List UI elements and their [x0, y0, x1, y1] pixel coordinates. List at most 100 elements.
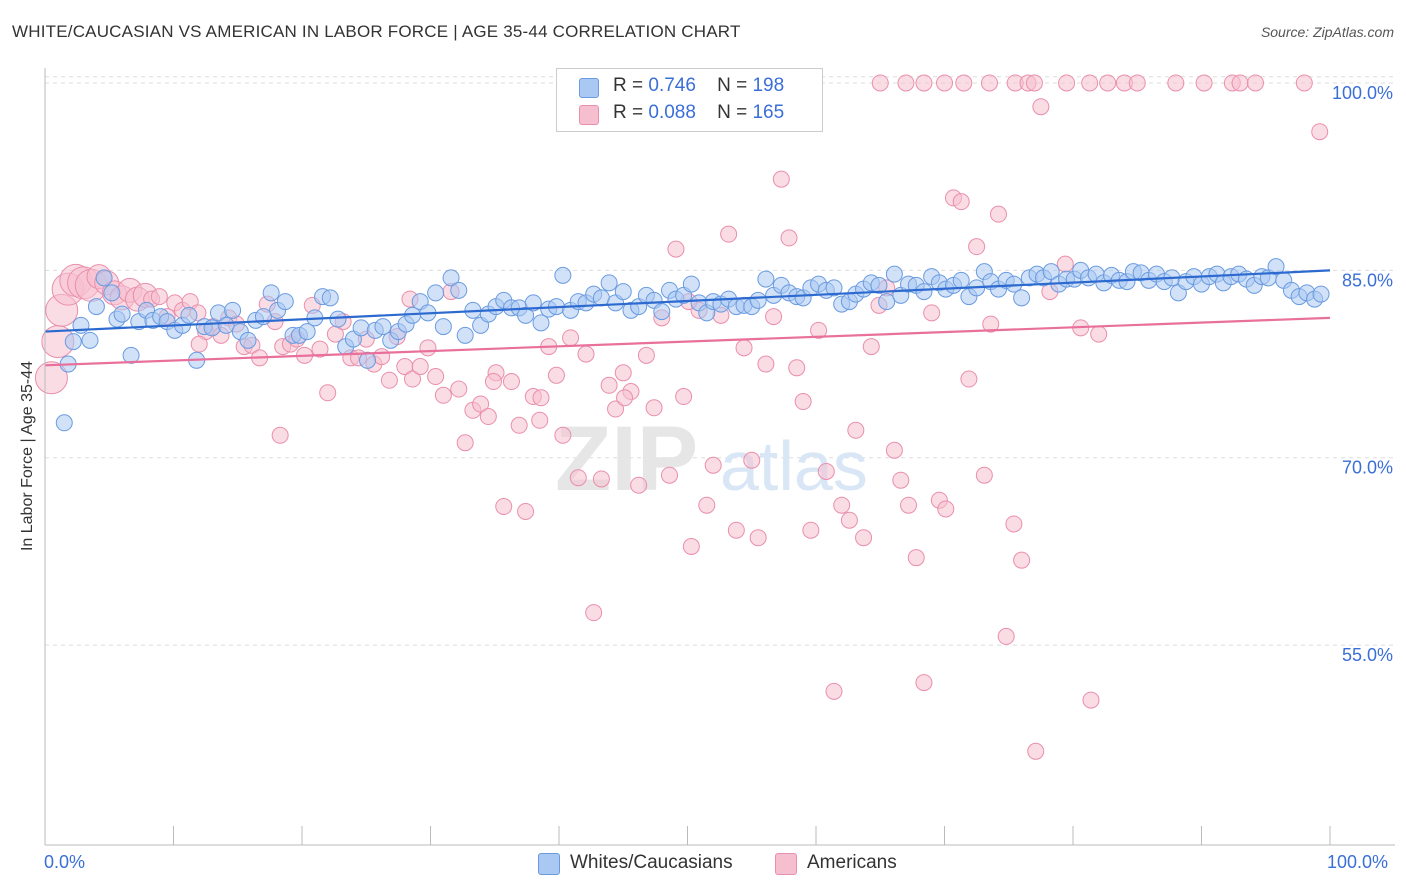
pink-point — [1167, 74, 1185, 92]
pink-point — [661, 466, 679, 484]
pink-point — [968, 238, 986, 256]
pink-point — [788, 359, 806, 377]
series-whites — [55, 258, 1330, 432]
blue-point — [81, 331, 99, 349]
blue-point — [614, 283, 632, 301]
pink-point — [404, 370, 422, 388]
pink-point — [997, 627, 1015, 645]
svg-text:ZIP: ZIP — [555, 408, 698, 510]
pink-point — [502, 373, 520, 391]
pink-point — [411, 358, 429, 376]
pink-point — [757, 355, 775, 373]
blue-point — [95, 269, 113, 287]
pink-point — [810, 321, 828, 339]
r-value: 0.088 — [648, 102, 696, 123]
n-label: N = — [717, 75, 748, 96]
pink-point — [150, 288, 168, 306]
pink-point — [547, 366, 565, 384]
blue-point — [262, 284, 280, 302]
pink-point — [517, 502, 535, 520]
y-tick-label: 85.0% — [1342, 270, 1393, 290]
blue-swatch — [579, 78, 599, 98]
pink-point — [531, 411, 549, 429]
pink-point — [311, 340, 329, 358]
pink-point — [892, 471, 910, 489]
blue-point — [1267, 258, 1285, 276]
blue-point — [554, 266, 572, 284]
pink-point — [1013, 551, 1031, 569]
pink-point — [1195, 74, 1213, 92]
pink-point — [1056, 255, 1074, 273]
pink-point — [780, 229, 798, 247]
pink-point — [802, 521, 820, 539]
blue-point — [885, 265, 903, 283]
blue-point — [952, 271, 970, 289]
r-label: R = — [613, 75, 644, 96]
pink-point — [630, 476, 648, 494]
pink-point — [682, 537, 700, 555]
pink-point — [585, 604, 603, 622]
pink-point — [1099, 74, 1117, 92]
blue-point — [122, 346, 140, 364]
blue-point — [450, 281, 468, 299]
pink-point — [897, 74, 915, 92]
blue-point — [64, 333, 82, 351]
pink-point — [1090, 325, 1108, 343]
pink-point — [871, 74, 889, 92]
blue-point — [653, 303, 671, 321]
pink-point — [1025, 74, 1043, 92]
blue-point — [600, 274, 618, 292]
source-credit: Source: ZipAtlas.com — [1260, 24, 1394, 40]
blue-point — [217, 316, 235, 334]
pink-point — [456, 434, 474, 452]
pink-point — [577, 345, 595, 363]
pink-swatch — [775, 853, 797, 875]
pink-point — [847, 421, 865, 439]
pink-point — [1032, 98, 1050, 116]
blue-point — [1042, 263, 1060, 281]
pink-point — [1005, 515, 1023, 533]
blue-point — [298, 323, 316, 341]
blue-point — [180, 306, 198, 324]
pink-point — [989, 205, 1007, 223]
blue-point — [113, 305, 131, 323]
svg-text:atlas: atlas — [720, 427, 868, 505]
pink-point — [698, 496, 716, 514]
trend-line-americans — [44, 316, 1331, 367]
series-legend: Whites/Caucasians Americans — [0, 852, 1406, 878]
blue-point — [592, 289, 610, 307]
blue-point — [55, 414, 73, 432]
blue-point — [870, 276, 888, 294]
trend-lines — [44, 269, 1331, 367]
pink-point — [34, 361, 68, 395]
pink-point — [450, 380, 468, 398]
pink-point — [1027, 742, 1045, 760]
pink-point — [900, 496, 918, 514]
blue-point — [1013, 289, 1031, 307]
pink-point — [380, 371, 398, 389]
legend-label: Americans — [807, 852, 897, 873]
pink-point — [772, 170, 790, 188]
pink-point — [614, 364, 632, 382]
y-tick-label: 55.0% — [1342, 645, 1393, 665]
pink-point — [554, 426, 572, 444]
pink-point — [749, 529, 767, 547]
pink-point — [923, 304, 941, 322]
x-tick-max: 100.0% — [1327, 852, 1389, 872]
pink-point — [960, 370, 978, 388]
pink-point — [794, 393, 812, 411]
pink-point — [833, 496, 851, 514]
pink-point — [980, 74, 998, 92]
blue-point — [359, 351, 377, 369]
blue-point — [878, 293, 896, 311]
pink-point — [743, 451, 761, 469]
pink-point — [1246, 74, 1264, 92]
r-label: R = — [613, 102, 644, 123]
blue-point — [103, 284, 121, 302]
blue-point — [87, 298, 105, 316]
pink-point — [419, 339, 437, 357]
pink-point — [271, 426, 289, 444]
blue-point — [239, 331, 257, 349]
blue-point — [456, 326, 474, 344]
